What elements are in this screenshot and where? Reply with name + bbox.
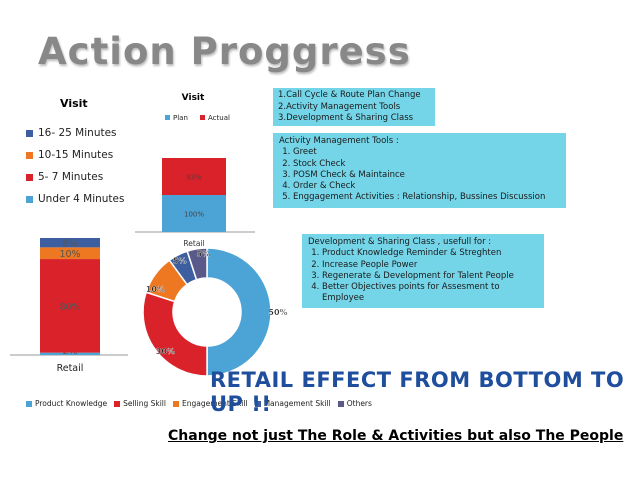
legend-swatch <box>254 400 261 407</box>
action-list-item: 1.Call Cycle & Route Plan Change <box>278 90 421 100</box>
development-box: Development & Sharing Class , usefull fo… <box>302 234 544 308</box>
change-statement: Change not just The Role & Activities bu… <box>168 428 624 444</box>
legend-swatch <box>26 129 33 137</box>
legend-item-5-7: 5- 7 Minutes <box>26 171 103 183</box>
bar-segment <box>40 352 100 355</box>
development-item: Regenerate & Development for Talent Peop… <box>322 271 538 282</box>
legend-label: Actual <box>208 114 230 122</box>
activity-tools-box: Activity Management Tools : Greet Stock … <box>273 133 566 208</box>
legend-swatch <box>26 400 32 407</box>
development-heading: Development & Sharing Class , usefull fo… <box>308 237 492 247</box>
data-label: 5% <box>173 256 187 265</box>
legend-swatch <box>200 115 205 120</box>
legend-swatch <box>26 195 33 203</box>
retail-effect-heading: RETAIL EFFECT FROM BOTTOM TO UP !! <box>210 368 625 416</box>
activity-tools-item: Enggagement Activities : Relationship, B… <box>293 192 560 203</box>
legend-label: Selling Skill <box>123 399 166 408</box>
development-item: Product Knowledge Reminder & Streghten <box>322 248 538 259</box>
data-label: 50% <box>268 308 287 317</box>
action-list-item: 3.Development & Sharing Class <box>278 113 414 123</box>
action-list-box: 1.Call Cycle & Route Plan Change 2.Activ… <box>273 88 435 126</box>
data-label: 93% <box>186 174 202 182</box>
data-label: 10% <box>146 285 165 294</box>
bar-segment <box>40 259 100 353</box>
legend-swatch <box>114 400 121 407</box>
activity-tools-item: Stock Check <box>293 159 560 170</box>
legend-swatch <box>172 400 179 407</box>
legend-swatch <box>165 115 170 120</box>
data-label: 10% <box>59 249 80 260</box>
visit-time-chart-title: Visit <box>60 97 88 110</box>
bar-segment <box>162 195 226 232</box>
donut-slice <box>206 247 272 377</box>
activity-tools-item: Greet <box>293 147 560 158</box>
bar-segment <box>40 247 100 260</box>
legend-label: Engagement Skill <box>181 399 248 408</box>
legend-item-under-4: Under 4 Minutes <box>26 193 124 205</box>
activity-tools-item: Order & Check <box>293 181 560 192</box>
visit-time-stacked-bar: 2%80%10%8%Retail <box>10 238 128 374</box>
data-label: 5% <box>197 250 211 259</box>
data-label: 8% <box>62 239 77 250</box>
legend-item-10-15: 10-15 Minutes <box>26 149 113 161</box>
data-label: 80% <box>59 302 80 313</box>
legend-swatch <box>337 400 344 407</box>
legend-swatch <box>26 173 33 181</box>
data-label: 100% <box>184 211 204 219</box>
visit-plan-actual-bar: Visit Plan Actual 100% 93% Retail <box>135 93 255 248</box>
legend-label: 16- 25 Minutes <box>38 127 117 139</box>
development-item: Better Objectives points for Assesment t… <box>322 282 538 305</box>
page-title: Action Proggress <box>38 30 411 73</box>
legend-label: 10-15 Minutes <box>38 149 114 161</box>
development-item: Increase People Power <box>322 260 538 271</box>
donut-slice <box>186 247 208 281</box>
donut-slice <box>142 291 208 377</box>
legend-label: Under 4 Minutes <box>38 193 125 205</box>
legend-label: Others <box>346 399 372 408</box>
chart-title: Visit <box>182 93 205 103</box>
category-label: Retail <box>183 239 204 248</box>
action-list-item: 2.Activity Management Tools <box>278 101 401 112</box>
legend-item-16-25: 16- 25 Minutes <box>26 127 117 139</box>
category-label: Retail <box>57 363 84 374</box>
legend-label: Product Knowledge <box>35 399 108 408</box>
legend-label: Plan <box>173 114 188 122</box>
legend-label: 5- 7 Minutes <box>38 171 104 183</box>
data-label: 30% <box>156 347 175 356</box>
activity-tools-item: POSM Check & Maintaince <box>293 170 560 181</box>
legend-swatch <box>26 151 33 159</box>
legend-label: Management Skill <box>263 399 331 408</box>
bar-segment <box>162 158 226 195</box>
activity-tools-heading: Activity Management Tools : <box>279 136 399 146</box>
skills-donut-chart: 50% 30% 10% 5% 5% <box>142 247 288 377</box>
bar-segment <box>40 238 100 248</box>
skills-legend: Product Knowledge Selling Skill Engageme… <box>26 399 372 408</box>
